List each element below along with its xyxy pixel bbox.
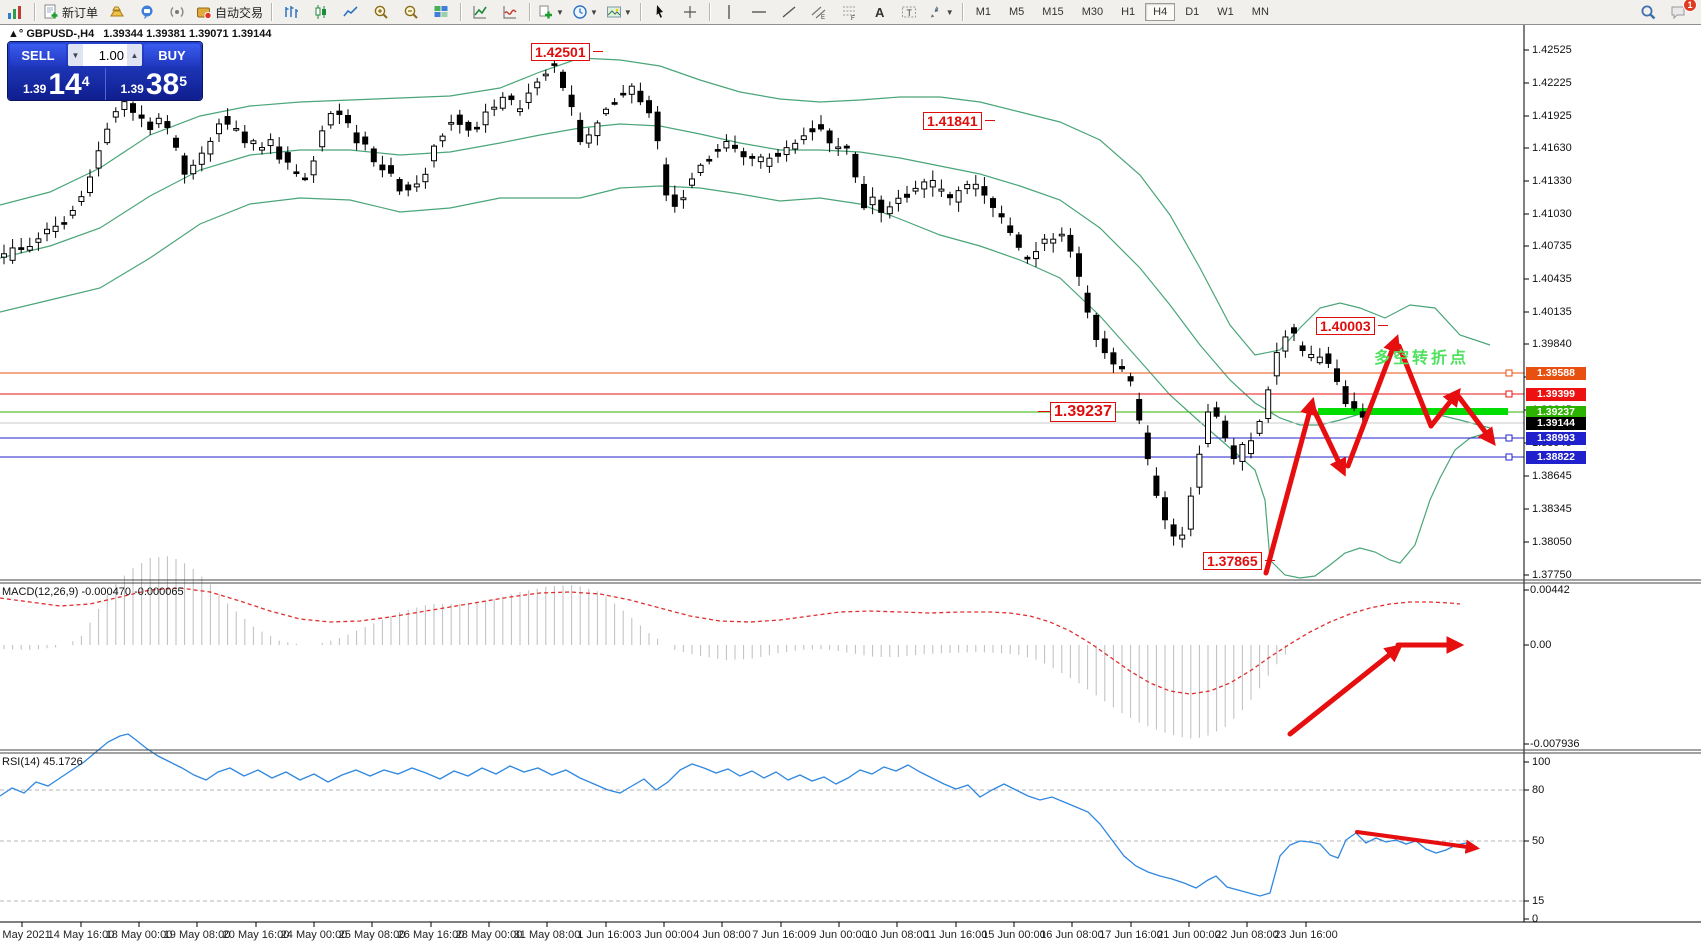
auto-trading-button-label: 自动交易 <box>215 5 264 20</box>
auto-trading-button[interactable]: 自动交易 <box>193 1 266 23</box>
template-dropdown[interactable]: ▼ <box>603 1 635 23</box>
toolbar-separator <box>460 3 462 21</box>
timeframe-m1-button[interactable]: M1 <box>975 6 991 18</box>
zoom-out-button[interactable] <box>397 1 425 23</box>
vertical-line-tool[interactable] <box>715 1 743 23</box>
timeframe-h1-button[interactable]: H1 <box>1121 6 1136 18</box>
horizontal-line-tool[interactable] <box>745 1 773 23</box>
toolbar-separator <box>529 3 531 21</box>
notification-count-badge: 1 <box>1683 0 1697 12</box>
symbol-header: ▲° GBPUSD-,H4 1.39344 1.39381 1.39071 1.… <box>8 28 271 40</box>
arrows-tool[interactable]: ▼ <box>925 1 957 23</box>
chart-window-icon[interactable] <box>1 1 29 23</box>
community-icon[interactable] <box>133 1 161 23</box>
toolbar-separator <box>708 3 710 21</box>
svg-text:A: A <box>875 5 885 20</box>
sell-price-big: 14 <box>48 68 82 100</box>
toolbar-separator <box>271 3 273 21</box>
tile-windows-button[interactable] <box>427 1 455 23</box>
timeframe-d1-button[interactable]: D1 <box>1185 6 1200 18</box>
volume-spinner[interactable]: ▼ 1.00 ▲ <box>68 44 142 66</box>
signals-icon[interactable] <box>163 1 191 23</box>
search-button[interactable] <box>1634 1 1662 23</box>
svg-text:E: E <box>821 15 825 20</box>
indicators-list-button[interactable] <box>466 1 494 23</box>
svg-text:T: T <box>906 8 912 18</box>
sell-price-sup: 4 <box>81 73 90 89</box>
new-order-button[interactable]: 新订单 <box>40 1 101 23</box>
add-indicator-dropdown[interactable]: ▼ <box>535 1 567 23</box>
text-label-tool[interactable]: T <box>895 1 923 23</box>
dropdown-arrow-icon: ▼ <box>556 7 564 17</box>
svg-text:F: F <box>851 16 855 20</box>
new-order-button-label: 新订单 <box>62 5 99 20</box>
toolbar-separator <box>639 3 641 21</box>
sell-price[interactable]: 1.39 14 4 <box>8 68 106 100</box>
cycle-lines-button[interactable] <box>496 1 524 23</box>
toolbar-separator <box>961 3 963 21</box>
volume-value[interactable]: 1.00 <box>98 47 124 63</box>
dropdown-arrow-icon: ▼ <box>589 7 598 17</box>
timeframe-m15-button[interactable]: M15 <box>1042 6 1064 18</box>
buy-price-big: 38 <box>145 68 180 100</box>
toolbar-separator <box>34 3 35 21</box>
crosshair-tool[interactable] <box>676 1 704 23</box>
buy-price-prefix: 1.39 <box>120 82 144 96</box>
volume-decrease-button[interactable]: ▼ <box>68 44 83 66</box>
timeframe-w1-button[interactable]: W1 <box>1217 6 1234 18</box>
text-tool[interactable]: A <box>865 1 893 23</box>
trendline-tool[interactable] <box>775 1 803 23</box>
candlestick-chart-button[interactable] <box>307 1 335 23</box>
symbol-marker: ▲° <box>8 28 24 40</box>
timeframe-m30-button[interactable]: M30 <box>1081 6 1104 18</box>
sell-button[interactable]: SELL <box>10 44 66 66</box>
bar-chart-button[interactable] <box>277 1 305 23</box>
market-gold-icon[interactable] <box>103 1 131 23</box>
toolbar: 新订单 自动交易 ▼ ▼ ▼ E F A T ▼ M1 M5 M15 M30 H1 H4 D1 W1 MN 1 <box>0 0 1701 25</box>
period-dropdown[interactable]: ▼ <box>569 1 601 23</box>
buy-button[interactable]: BUY <box>144 44 200 66</box>
fibonacci-tool[interactable]: F <box>835 1 863 23</box>
volume-increase-button[interactable]: ▲ <box>127 44 142 66</box>
cursor-tool[interactable] <box>646 1 674 23</box>
buy-price[interactable]: 1.39 38 5 <box>106 68 203 100</box>
timeframe-m5-button[interactable]: M5 <box>1009 6 1025 18</box>
notifications-button[interactable]: 1 <box>1664 0 1697 23</box>
sell-price-prefix: 1.39 <box>22 82 47 96</box>
dropdown-arrow-icon: ▼ <box>623 7 632 17</box>
symbol-name: GBPUSD-,H4 <box>26 28 95 40</box>
symbol-ohlc: 1.39344 1.39381 1.39071 1.39144 <box>103 28 272 40</box>
line-chart-button[interactable] <box>337 1 365 23</box>
zoom-in-button[interactable] <box>367 1 395 23</box>
dropdown-arrow-icon: ▼ <box>945 7 954 17</box>
timeframe-h4-button[interactable]: H4 <box>1145 3 1176 21</box>
timeframe-mn-button[interactable]: MN <box>1251 6 1269 18</box>
buy-price-sup: 5 <box>179 73 188 89</box>
equidistant-channel-tool[interactable]: E <box>805 1 833 23</box>
one-click-trading-panel: SELL ▼ 1.00 ▲ BUY 1.39 14 4 1.39 38 5 <box>8 42 202 100</box>
